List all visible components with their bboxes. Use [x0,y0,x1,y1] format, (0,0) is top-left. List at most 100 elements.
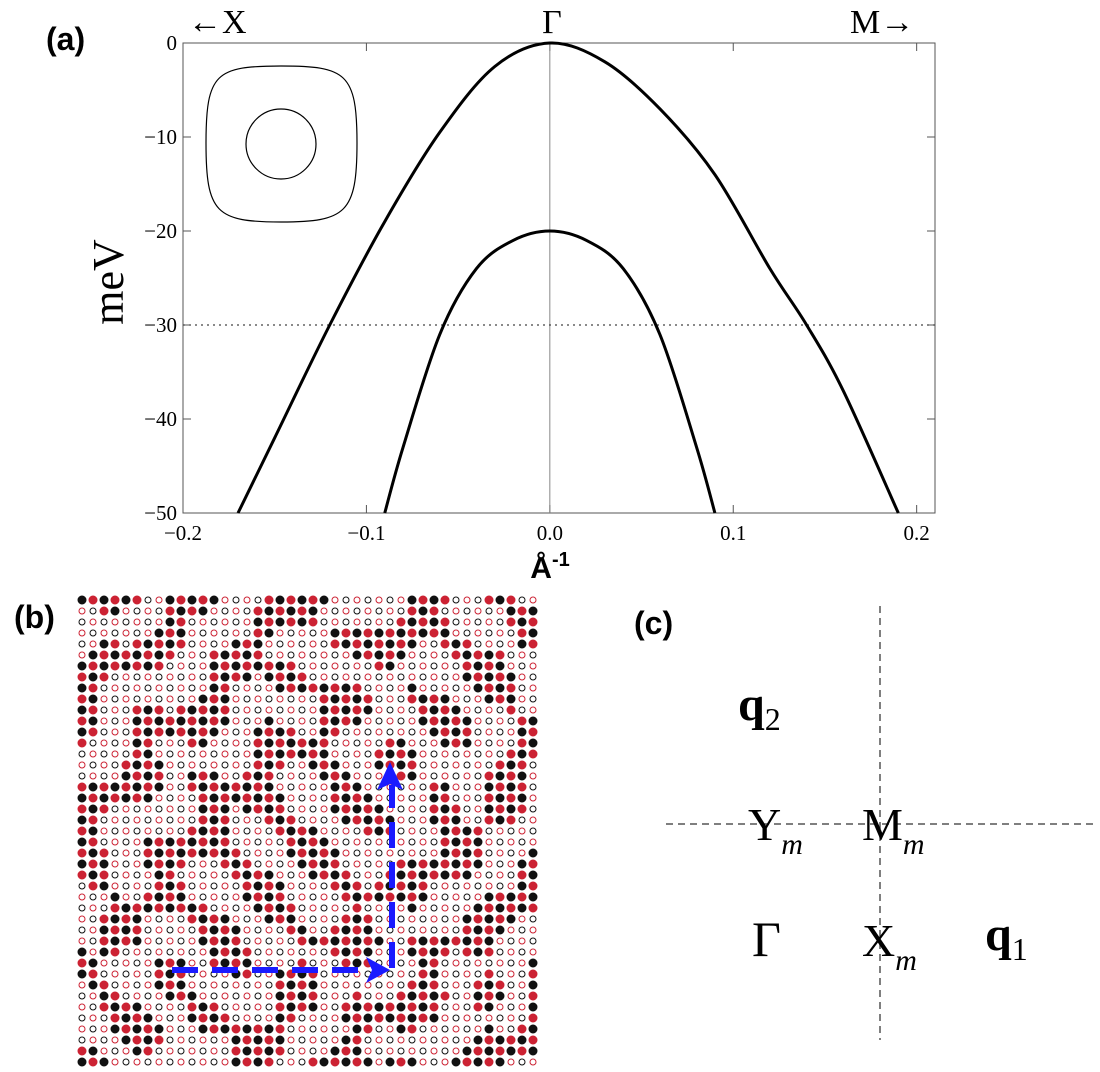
lattice-point [352,881,362,891]
lattice-point [264,804,274,814]
lattice-point [363,1002,373,1012]
lattice-point [155,1003,163,1011]
lattice-point [198,727,208,737]
lattice-point [341,892,351,902]
lattice-point [430,849,438,857]
lattice-point [463,629,471,637]
lattice-point [100,629,108,637]
lattice-point [253,749,263,759]
lattice-point [386,981,394,989]
lattice-point [496,970,504,978]
lattice-point [209,1013,219,1023]
lattice-point [231,1046,241,1056]
lattice-point [397,915,405,923]
lattice-point [440,991,450,1001]
lattice-point [419,640,427,648]
lattice-point [485,838,493,846]
lattice-point [463,607,471,615]
lattice-point [495,804,505,814]
lattice-point [99,991,109,1001]
lattice-point [166,695,174,703]
lattice-point [231,650,241,660]
lattice-point [165,881,175,891]
lattice-point [495,672,505,682]
lattice-point [298,893,306,901]
lattice-point [254,816,262,824]
lattice-point [330,881,340,891]
lattice-point [506,1035,516,1045]
lattice-point [143,892,153,902]
lattice-point [474,596,482,604]
lattice-point [386,673,394,681]
lattice-point [342,662,350,670]
lattice-point [154,771,164,781]
lattice-point [132,1046,142,1056]
lattice-point [111,1058,119,1066]
lattice-point [110,914,120,924]
lattice-point [232,739,240,747]
lattice-point [276,849,284,857]
lattice-point [407,771,417,781]
lattice-point [286,991,296,1001]
lattice-point [462,870,472,880]
lattice-point [254,992,262,1000]
lattice-point [429,815,439,825]
lattice-point [496,750,504,758]
lattice-point [342,739,350,747]
lattice-point [199,750,207,758]
lattice-point [220,848,230,858]
lattice-point [188,761,196,769]
lattice-point [221,882,229,890]
lattice-point [320,970,328,978]
lattice-point [342,838,350,846]
lattice-point [265,959,273,967]
lattice-point [210,992,218,1000]
lattice-point [407,617,417,627]
lattice-point [451,738,461,748]
lattice-point [154,1024,164,1034]
lattice-point [122,607,130,615]
lattice-point [297,848,307,858]
lattice-point [133,618,141,626]
lattice-point [352,815,362,825]
lattice-point [375,871,383,879]
lattice-point [374,628,384,638]
lattice-point [99,848,109,858]
lattice-point [89,618,97,626]
lattice-point [364,904,372,912]
lattice-point [111,838,119,846]
lattice-point [132,771,142,781]
lattice-point [485,607,493,615]
lattice-point [242,672,252,682]
y-tick-label: 0 [167,31,178,55]
x-tick-label: 0.0 [537,521,563,545]
lattice-point [253,881,263,891]
lattice-point [506,892,516,902]
lattice-point [253,606,263,616]
lattice-point [463,772,471,780]
lattice-point [341,947,351,957]
lattice-point [232,904,240,912]
lattice-point [396,749,406,759]
lattice-point [364,783,372,791]
lattice-point [484,892,494,902]
lattice-point [408,1036,416,1044]
lattice-point [177,1003,185,1011]
lattice-point [320,1036,328,1044]
lattice-point [495,903,505,913]
x-axis-title: Å-1 [530,549,569,585]
lattice-point [430,662,438,670]
lattice-point [154,760,164,770]
lattice-point [440,936,450,946]
lattice-point [287,871,295,879]
lattice-point [473,936,483,946]
lattice-point [331,651,339,659]
lattice-point [364,684,372,692]
lattice-point [529,937,537,945]
lattice-point [298,772,306,780]
lattice-point [287,717,295,725]
lattice-point [187,716,197,726]
lattice-point [132,914,142,924]
lattice-point [165,727,175,737]
lattice-point [331,959,339,967]
